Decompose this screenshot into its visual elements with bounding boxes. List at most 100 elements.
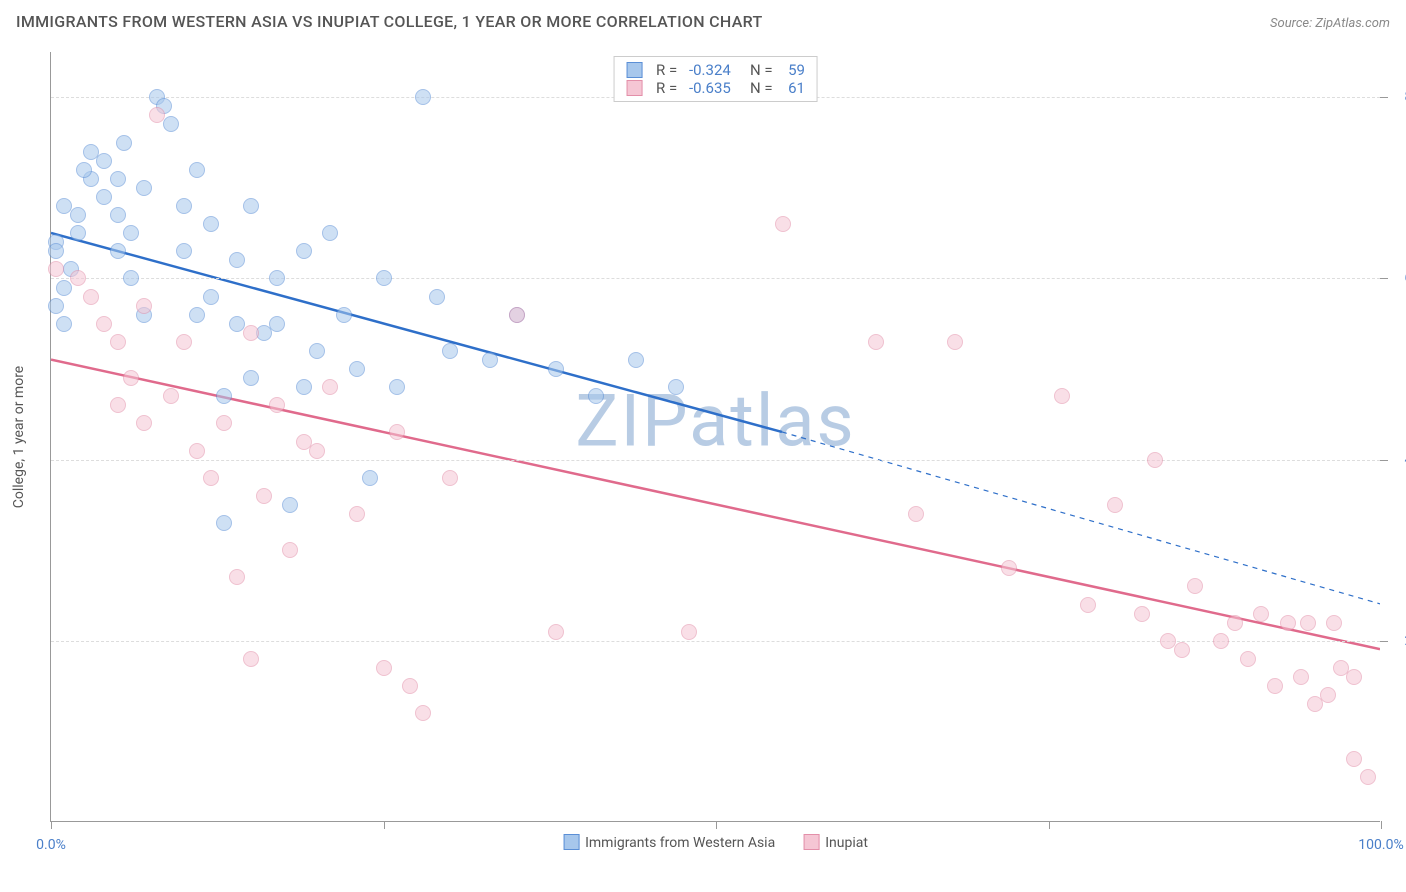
data-point (243, 370, 259, 386)
data-point (1080, 597, 1096, 613)
x-legend-item: Inupiat (803, 834, 868, 851)
data-point (96, 153, 112, 169)
data-point (149, 107, 165, 123)
data-point (402, 678, 418, 694)
data-point (256, 488, 272, 504)
data-point (203, 470, 219, 486)
data-point (1054, 388, 1070, 404)
data-point (349, 361, 365, 377)
legend-r-label: R = (656, 61, 681, 79)
data-point (110, 171, 126, 187)
data-point (163, 116, 179, 132)
data-point (415, 89, 431, 105)
data-point (668, 379, 684, 395)
data-point (775, 216, 791, 232)
tick-b (384, 821, 385, 829)
tick-r (1380, 460, 1388, 461)
tick-b (51, 821, 52, 829)
data-point (1227, 615, 1243, 631)
source-label: Source: ZipAtlas.com (1270, 16, 1390, 31)
data-point (282, 542, 298, 558)
data-point (48, 261, 64, 277)
data-point (1346, 669, 1362, 685)
data-point (442, 470, 458, 486)
x-legend-item: Immigrants from Western Asia (563, 834, 775, 851)
data-point (1174, 642, 1190, 658)
legend-swatch (563, 834, 579, 850)
data-point (176, 243, 192, 259)
x-tick-label: 100.0% (1358, 837, 1403, 853)
data-point (243, 198, 259, 214)
data-point (123, 270, 139, 286)
data-point (1107, 497, 1123, 513)
data-point (70, 207, 86, 223)
x-legend-label: Inupiat (825, 835, 868, 851)
data-point (1134, 606, 1150, 622)
legend-r-value: -0.324 (689, 61, 731, 79)
data-point (136, 298, 152, 314)
legend-row: R = -0.324 N = 59 (626, 61, 805, 79)
data-point (309, 343, 325, 359)
data-point (509, 307, 525, 323)
data-point (1280, 615, 1296, 631)
data-point (48, 243, 64, 259)
data-point (628, 352, 644, 368)
data-point (442, 343, 458, 359)
legend-n-value: 59 (784, 61, 805, 79)
data-point (296, 379, 312, 395)
data-point (243, 325, 259, 341)
data-point (282, 497, 298, 513)
data-point (389, 424, 405, 440)
data-point (136, 180, 152, 196)
trend-line-ext (782, 432, 1380, 604)
gridline-h (51, 278, 1380, 279)
tick-b (1381, 821, 1382, 829)
data-point (309, 443, 325, 459)
data-point (216, 415, 232, 431)
plot-area: College, 1 year or more ZIPatlas R = -0.… (50, 52, 1380, 822)
data-point (189, 443, 205, 459)
data-point (588, 388, 604, 404)
tick-r (1380, 97, 1388, 98)
data-point (110, 207, 126, 223)
data-point (96, 316, 112, 332)
data-point (176, 198, 192, 214)
data-point (76, 162, 92, 178)
data-point (216, 515, 232, 531)
data-point (868, 334, 884, 350)
data-point (163, 388, 179, 404)
data-point (96, 189, 112, 205)
data-point (83, 289, 99, 305)
legend-r-label: R = (656, 79, 681, 97)
data-point (376, 660, 392, 676)
watermark: ZIPatlas (575, 379, 855, 464)
gridline-h (51, 460, 1380, 461)
data-point (229, 252, 245, 268)
data-point (216, 388, 232, 404)
tick-b (1049, 821, 1050, 829)
legend-swatch (626, 80, 642, 96)
legend-swatch (626, 62, 642, 78)
tick-b (716, 821, 717, 829)
data-point (389, 379, 405, 395)
data-point (203, 216, 219, 232)
data-point (189, 162, 205, 178)
data-point (296, 243, 312, 259)
data-point (482, 352, 498, 368)
y-axis-label: College, 1 year or more (11, 365, 27, 507)
data-point (1300, 615, 1316, 631)
data-point (1147, 452, 1163, 468)
data-point (110, 334, 126, 350)
data-point (1187, 578, 1203, 594)
data-point (269, 316, 285, 332)
data-point (123, 370, 139, 386)
data-point (56, 316, 72, 332)
data-point (48, 298, 64, 314)
data-point (548, 361, 564, 377)
legend-n-value: 61 (784, 79, 805, 97)
data-point (376, 270, 392, 286)
data-point (415, 705, 431, 721)
data-point (947, 334, 963, 350)
data-point (136, 415, 152, 431)
legend-r-value: -0.635 (689, 79, 731, 97)
